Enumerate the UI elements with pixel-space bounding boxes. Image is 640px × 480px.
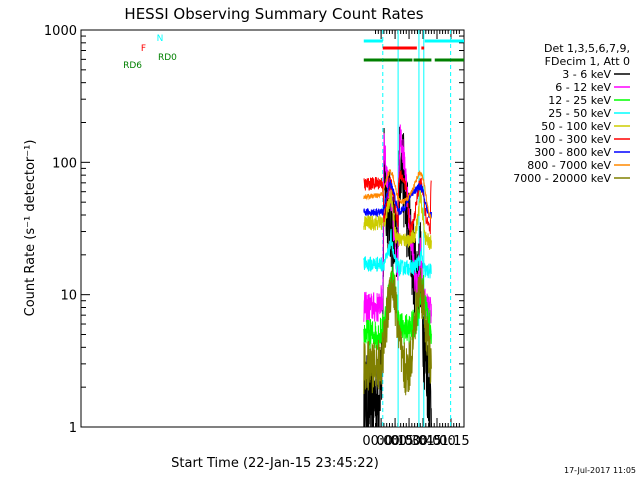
status-bars: N F RD0 RD6	[123, 34, 464, 71]
legend-label: 3 - 6 keV	[562, 68, 611, 81]
footer-timestamp: 17-Jul-2017 11:05	[564, 466, 636, 475]
status-bar-label: RD6	[123, 61, 142, 71]
legend-label: 7000 - 20000 keV	[513, 172, 611, 185]
legend-label: 300 - 800 keV	[534, 146, 611, 159]
status-bar-label: N	[157, 34, 164, 44]
y-tick-label: 100	[52, 156, 77, 171]
status-bar-label: RD0	[158, 53, 177, 63]
legend-label: 12 - 25 keV	[548, 94, 611, 107]
x-tick-label: 01:00	[418, 434, 455, 449]
x-tick-label: 01:15	[432, 434, 469, 449]
series-line	[363, 228, 432, 279]
legend-label: 6 - 12 keV	[555, 81, 611, 94]
series-line	[363, 267, 432, 396]
legend-label: 800 - 7000 keV	[527, 159, 611, 172]
legend-header: Det 1,3,5,6,7,9,	[544, 42, 630, 55]
chart-title: HESSI Observing Summary Count Rates	[124, 5, 423, 23]
legend-label: 100 - 300 keV	[534, 133, 611, 146]
x-axis-label: Start Time (22-Jan-15 23:45:22)	[171, 456, 379, 471]
legend-header: FDecim 1, Att 0	[545, 55, 630, 68]
x-tick-label: 00:45	[404, 434, 441, 449]
series-line	[363, 169, 432, 220]
legend: Det 1,3,5,6,7,9,FDecim 1, Att 03 - 6 keV…	[513, 42, 630, 185]
x-tick-label: 00:00	[362, 434, 399, 449]
y-tick-label: 10	[60, 289, 77, 304]
y-axis-label: Count Rate (s⁻¹ detector⁻¹)	[23, 140, 38, 317]
series-line	[363, 170, 432, 237]
y-tick-label: 1	[69, 421, 77, 436]
legend-label: 25 - 50 keV	[548, 107, 611, 120]
plot-frame	[80, 29, 465, 428]
x-tick-label: 00:30	[390, 434, 427, 449]
y-tick-label: 1000	[44, 24, 77, 39]
series-line	[363, 179, 432, 219]
legend-label: 50 - 100 keV	[541, 120, 611, 133]
series-group	[363, 124, 432, 428]
status-bar-label: F	[141, 44, 146, 54]
y-axis: 1 10 100 1000	[44, 24, 464, 436]
x-tick-label: 00:15	[376, 434, 413, 449]
